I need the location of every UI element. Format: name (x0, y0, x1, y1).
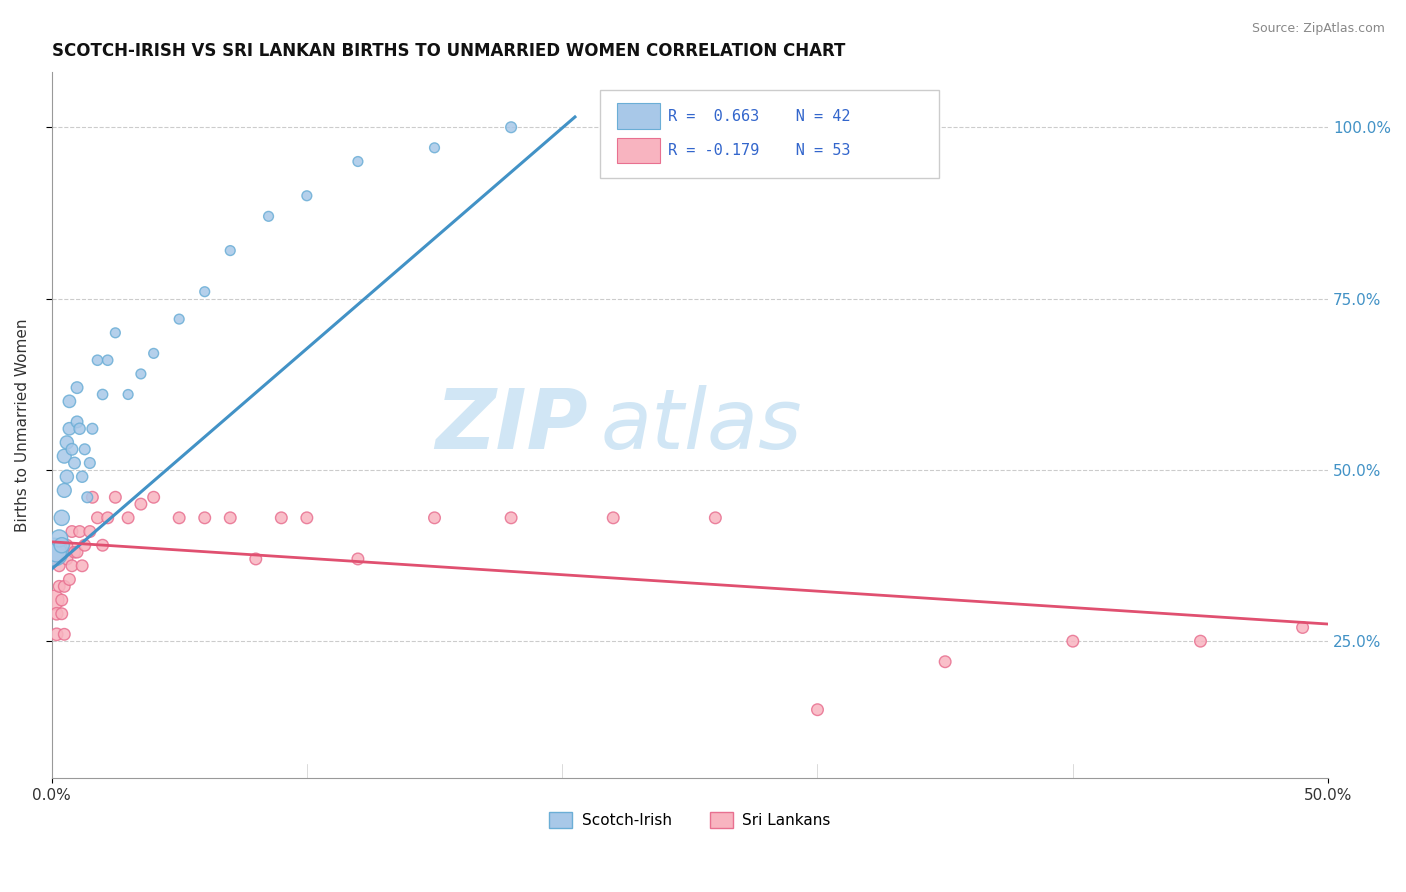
Point (806, 703, 828, 717)
Point (56, 435, 79, 450)
Point (79, 456, 101, 470)
Y-axis label: Births to Unmarried Women: Births to Unmarried Women (15, 318, 30, 532)
Point (270, 511, 292, 525)
FancyBboxPatch shape (617, 138, 661, 163)
Point (73, 538, 96, 552)
Point (219, 244, 242, 258)
Point (97, 353, 120, 368)
Point (245, 552, 267, 566)
Point (69, 524, 91, 539)
Point (60, 558, 83, 573)
Point (56, 552, 79, 566)
Point (58, 573, 80, 587)
Text: Source: ZipAtlas.com: Source: ZipAtlas.com (1251, 22, 1385, 36)
Text: SCOTCH-IRISH VS SRI LANKAN BIRTHS TO UNMARRIED WOMEN CORRELATION CHART: SCOTCH-IRISH VS SRI LANKAN BIRTHS TO UNM… (52, 42, 845, 60)
Point (104, 490, 127, 504)
Text: R = -0.179    N = 53: R = -0.179 N = 53 (668, 144, 851, 158)
Point (66, 545, 89, 559)
Point (219, 511, 242, 525)
Point (295, 511, 318, 525)
Point (45, 627, 67, 641)
Point (45, 545, 67, 559)
Point (423, 141, 446, 155)
Point (70, 469, 93, 483)
Point (1291, 620, 1313, 634)
Point (45, 607, 67, 621)
Point (167, 511, 190, 525)
Point (1062, 634, 1084, 648)
Point (73, 442, 96, 457)
Point (70, 558, 93, 573)
Point (167, 312, 190, 326)
Text: R =  0.663    N = 42: R = 0.663 N = 42 (668, 109, 851, 124)
Legend: Scotch-Irish, Sri Lankans: Scotch-Irish, Sri Lankans (543, 805, 837, 834)
Point (79, 524, 101, 539)
Point (142, 346, 165, 360)
Point (53, 627, 76, 641)
Point (82, 422, 104, 436)
Point (347, 552, 370, 566)
Point (53, 483, 76, 498)
Point (42, 593, 65, 607)
Point (63, 456, 86, 470)
Point (934, 655, 956, 669)
Point (117, 511, 139, 525)
Point (53, 579, 76, 593)
Point (56, 538, 79, 552)
FancyBboxPatch shape (617, 103, 661, 128)
Point (51, 538, 73, 552)
Point (142, 490, 165, 504)
Point (82, 490, 104, 504)
Point (129, 497, 152, 511)
Point (91, 538, 114, 552)
Point (51, 593, 73, 607)
Point (602, 511, 624, 525)
Point (58, 394, 80, 409)
Point (117, 387, 139, 401)
Point (48, 579, 70, 593)
Point (86, 353, 108, 368)
Text: atlas: atlas (600, 384, 801, 466)
Point (66, 381, 89, 395)
Point (60, 442, 83, 457)
Point (60, 524, 83, 539)
Point (104, 326, 127, 340)
Point (58, 422, 80, 436)
Point (129, 367, 152, 381)
Point (42, 545, 65, 559)
Text: ZIP: ZIP (434, 384, 588, 466)
Point (63, 545, 86, 559)
Point (69, 422, 91, 436)
FancyBboxPatch shape (600, 90, 939, 178)
Point (501, 120, 523, 135)
Point (257, 210, 280, 224)
Point (91, 387, 114, 401)
Point (423, 511, 446, 525)
Point (295, 188, 318, 202)
Point (86, 511, 108, 525)
Point (194, 511, 217, 525)
Point (51, 511, 73, 525)
Point (194, 285, 217, 299)
Point (48, 532, 70, 546)
Point (501, 511, 523, 525)
Point (56, 469, 79, 483)
Point (53, 449, 76, 463)
Point (1189, 634, 1212, 648)
Point (48, 558, 70, 573)
Point (347, 154, 370, 169)
Point (704, 511, 727, 525)
Point (97, 511, 120, 525)
Point (76, 490, 98, 504)
Point (51, 607, 73, 621)
Point (66, 415, 89, 429)
